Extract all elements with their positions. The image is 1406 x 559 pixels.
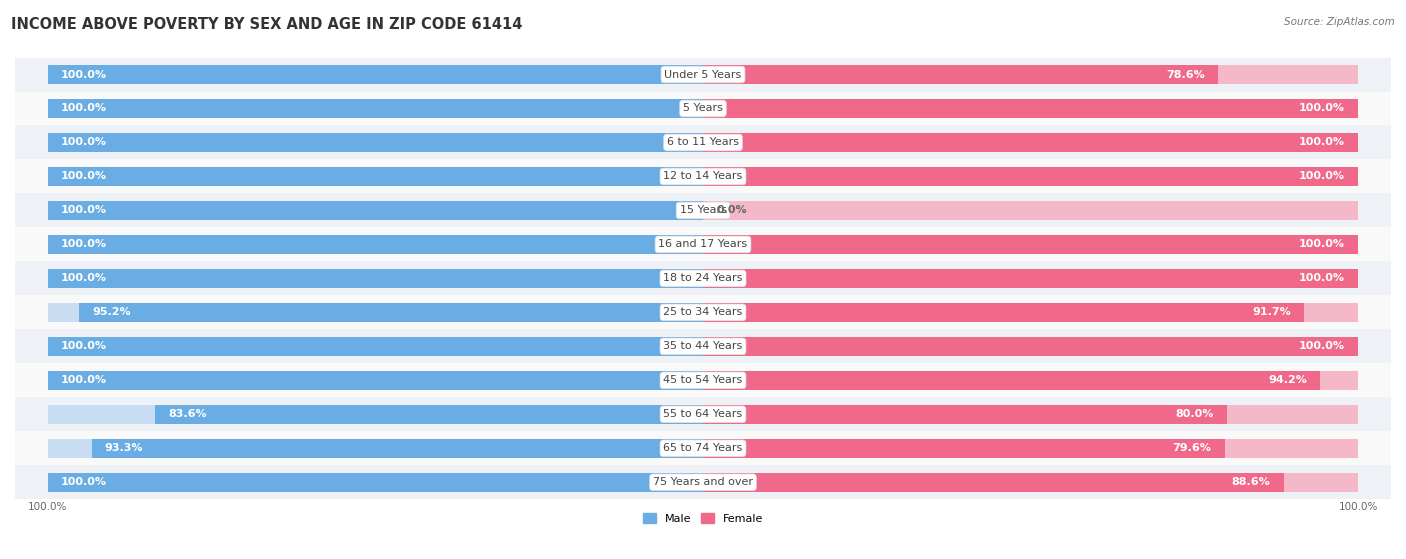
Text: 12 to 14 Years: 12 to 14 Years [664,172,742,182]
Bar [48,99,703,118]
Bar [15,397,1391,432]
Bar [48,439,703,458]
Bar [48,235,703,254]
Bar [703,99,1358,118]
Bar [703,473,1284,491]
Legend: Male, Female: Male, Female [638,509,768,528]
Bar [48,269,703,288]
Text: 100.0%: 100.0% [60,206,107,215]
Text: 91.7%: 91.7% [1251,307,1291,318]
Bar [15,465,1391,499]
Text: 94.2%: 94.2% [1268,375,1308,385]
Text: 35 to 44 Years: 35 to 44 Years [664,342,742,352]
Text: 16 and 17 Years: 16 and 17 Years [658,239,748,249]
Text: 100.0%: 100.0% [60,375,107,385]
Bar [48,337,703,356]
Bar [703,303,1303,322]
Bar [48,371,703,390]
Text: 100.0%: 100.0% [60,172,107,182]
Text: 100.0%: 100.0% [60,342,107,352]
Bar [15,58,1391,92]
Bar [703,201,1358,220]
Text: 100.0%: 100.0% [1339,502,1378,512]
Text: 100.0%: 100.0% [60,138,107,148]
Text: 5 Years: 5 Years [683,103,723,113]
Bar [15,159,1391,193]
Bar [79,303,703,322]
Bar [703,167,1358,186]
Bar [15,92,1391,125]
Text: Under 5 Years: Under 5 Years [665,69,741,79]
Bar [703,133,1358,152]
Bar [703,439,1225,458]
Text: INCOME ABOVE POVERTY BY SEX AND AGE IN ZIP CODE 61414: INCOME ABOVE POVERTY BY SEX AND AGE IN Z… [11,17,523,32]
Text: 83.6%: 83.6% [169,409,207,419]
Text: 100.0%: 100.0% [1299,172,1346,182]
Bar [48,133,703,152]
Bar [15,329,1391,363]
Bar [15,295,1391,329]
Text: 100.0%: 100.0% [60,477,107,487]
Text: 25 to 34 Years: 25 to 34 Years [664,307,742,318]
Text: 75 Years and over: 75 Years and over [652,477,754,487]
Text: 18 to 24 Years: 18 to 24 Years [664,273,742,283]
Text: 0.0%: 0.0% [716,206,747,215]
Text: 100.0%: 100.0% [60,273,107,283]
Text: 100.0%: 100.0% [1299,103,1346,113]
Bar [703,337,1358,356]
Bar [48,167,703,186]
Text: 78.6%: 78.6% [1166,69,1205,79]
Text: 79.6%: 79.6% [1173,443,1212,453]
Bar [703,371,1320,390]
Bar [15,262,1391,295]
Bar [703,269,1358,288]
Text: 100.0%: 100.0% [1299,239,1346,249]
Bar [15,125,1391,159]
Text: 93.3%: 93.3% [105,443,143,453]
Text: 100.0%: 100.0% [60,239,107,249]
Text: 65 to 74 Years: 65 to 74 Years [664,443,742,453]
Bar [703,473,1358,491]
Bar [703,405,1227,424]
Bar [703,65,1358,84]
Bar [15,228,1391,262]
Text: Source: ZipAtlas.com: Source: ZipAtlas.com [1284,17,1395,27]
Bar [15,432,1391,465]
Text: 45 to 54 Years: 45 to 54 Years [664,375,742,385]
Text: 55 to 64 Years: 55 to 64 Years [664,409,742,419]
Text: 100.0%: 100.0% [60,69,107,79]
Bar [48,473,703,491]
Bar [15,193,1391,228]
Bar [703,371,1358,390]
Text: 88.6%: 88.6% [1232,477,1271,487]
Bar [703,405,1358,424]
Bar [703,235,1358,254]
Bar [155,405,703,424]
Text: 80.0%: 80.0% [1175,409,1215,419]
Bar [703,303,1358,322]
Text: 100.0%: 100.0% [1299,342,1346,352]
Bar [703,65,1218,84]
Text: 6 to 11 Years: 6 to 11 Years [666,138,740,148]
Bar [48,65,703,84]
Text: 95.2%: 95.2% [93,307,131,318]
Bar [703,439,1358,458]
Text: 15 Years: 15 Years [679,206,727,215]
Bar [91,439,703,458]
Bar [48,201,703,220]
Text: 100.0%: 100.0% [1299,138,1346,148]
Bar [48,405,703,424]
Text: 100.0%: 100.0% [1299,273,1346,283]
Bar [48,303,703,322]
Bar [15,363,1391,397]
Text: 100.0%: 100.0% [28,502,67,512]
Text: 100.0%: 100.0% [60,103,107,113]
